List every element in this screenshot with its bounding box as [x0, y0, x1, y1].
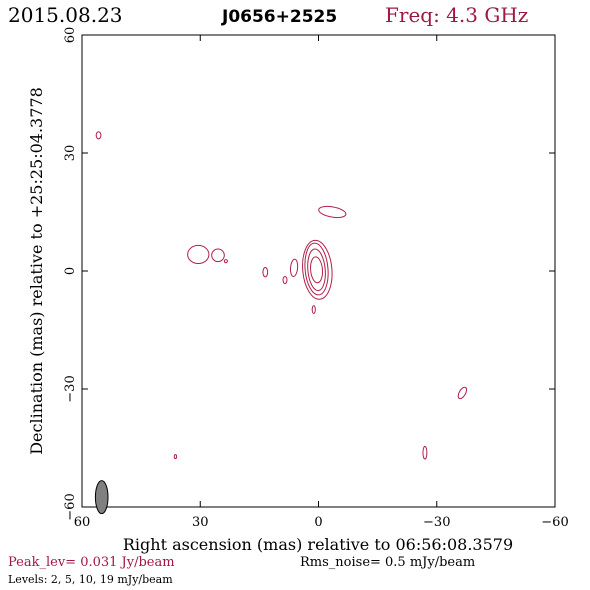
- contour-group: [95, 131, 468, 460]
- contour-west-2: [211, 248, 225, 263]
- y-tick-labels: 60 30 0 −30 −60: [63, 27, 78, 521]
- source-name: J0656+2525: [221, 7, 337, 27]
- axis-ticks: [81, 34, 556, 508]
- contour-far-nw: [95, 131, 102, 140]
- x-tick-label: −30: [423, 515, 450, 530]
- contour-core-5: [304, 242, 329, 296]
- beam-ellipse: [94, 480, 109, 515]
- y-tick-label: −30: [63, 375, 78, 402]
- contour-knot-1: [289, 258, 299, 277]
- x-tick-label: 60: [74, 515, 91, 530]
- contour-core-10: [307, 248, 326, 292]
- rms-noise: Rms_noise= 0.5 mJy/beam: [300, 555, 475, 570]
- beam-group: [94, 480, 109, 515]
- y-tick-label: 60: [63, 27, 78, 44]
- x-tick-labels: 60 30 0 −30 −60: [74, 515, 569, 530]
- y-tick-label: 0: [63, 267, 78, 275]
- x-tick-label: 30: [192, 515, 209, 530]
- contour-knot-2: [282, 276, 288, 285]
- contour-core-2: [302, 239, 333, 300]
- y-tick-label: −60: [63, 493, 78, 520]
- x-axis-label: Right ascension (mas) relative to 06:56:…: [123, 535, 513, 554]
- contour-knot-4: [262, 266, 269, 278]
- x-tick-label: −60: [541, 515, 568, 530]
- contour-west-1: [187, 244, 210, 265]
- contour-levels: Levels: 2, 5, 10, 19 mJy/beam: [8, 573, 173, 586]
- contour-north-jet: [318, 205, 347, 219]
- frequency-label: Freq: 4.3 GHz: [385, 3, 528, 27]
- contour-west-3: [223, 259, 228, 264]
- contour-knot-3: [311, 305, 316, 314]
- contour-far-se-1: [422, 445, 428, 460]
- y-tick-label: 30: [63, 145, 78, 162]
- observation-date: 2015.08.23: [8, 3, 123, 27]
- x-tick-label: 0: [314, 515, 322, 530]
- y-axis-label: Declination (mas) relative to +25:25:04.…: [27, 87, 46, 455]
- plot-frame: [81, 34, 556, 508]
- contour-core-19: [310, 256, 324, 284]
- contour-far-s: [173, 454, 178, 460]
- peak-level: Peak_lev= 0.031 Jy/beam: [8, 555, 175, 570]
- contour-far-se-2: [457, 386, 468, 400]
